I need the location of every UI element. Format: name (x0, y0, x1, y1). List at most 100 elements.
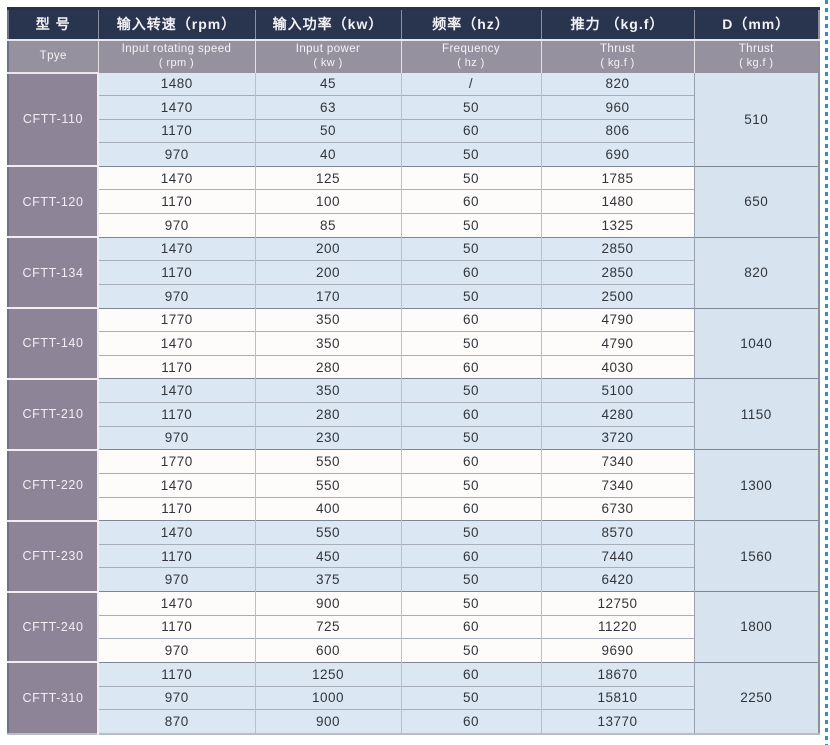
freq-cell: 50 (400, 520, 541, 545)
freq-cell: 50 (400, 165, 541, 190)
table-row: 1170 50 60 806 (8, 118, 819, 143)
rpm-cell: 970 (97, 567, 255, 592)
power-cell: 125 (254, 165, 401, 190)
thrust-cell: 960 (540, 94, 694, 119)
power-cell: 375 (254, 567, 401, 592)
thrust-cell: 4790 (540, 307, 694, 332)
power-cell: 550 (254, 449, 401, 474)
header-unit: ( kg.f ) (600, 56, 635, 69)
header-unit: ( hz ) (457, 56, 485, 69)
thrust-cell: 820 (540, 72, 694, 96)
spec-table: 型 号 输入转速（rpm） 输入功率（kw） 频率（hz） 推力 （kg.f） … (7, 7, 820, 735)
thrust-cell: 3720 (540, 425, 694, 450)
header-power-cn: 输入功率（kw） (254, 8, 401, 40)
thrust-cell: 5100 (540, 378, 694, 403)
rpm-cell: 1170 (97, 402, 255, 427)
table-row: 970 40 50 690 (8, 142, 819, 167)
header-label: Thrust (738, 43, 774, 56)
model-cell: CFTT-220 (8, 448, 99, 521)
table-row: 1170 280 60 4030 (8, 354, 819, 379)
header-speed-cn: 输入转速（rpm） (97, 8, 255, 40)
header-power-en: Input power ( kw ) (254, 38, 401, 73)
model-cell: CFTT-140 (8, 307, 99, 379)
rpm-cell: 1170 (97, 543, 255, 568)
rpm-cell: 970 (97, 283, 255, 308)
freq-cell: 60 (400, 543, 541, 568)
power-cell: 600 (254, 638, 401, 663)
table-row: 1470 350 50 4790 (8, 331, 819, 356)
table-row: 970 230 50 3720 (8, 425, 819, 450)
model-cell: CFTT-310 (8, 661, 99, 734)
thrust-cell: 2850 (540, 260, 694, 285)
table-row: 1170 450 60 7440 (8, 543, 819, 568)
freq-cell: 50 (400, 425, 541, 450)
diameter-cell: 510 (693, 72, 819, 167)
power-cell: 350 (254, 307, 401, 332)
diameter-cell: 2250 (693, 661, 819, 734)
header-label: Input power (295, 43, 361, 56)
rpm-cell: 970 (97, 638, 255, 663)
rpm-cell: 1170 (97, 496, 255, 521)
power-cell: 63 (254, 94, 401, 119)
thrust-cell: 12750 (540, 591, 694, 616)
rpm-cell: 1470 (97, 94, 255, 119)
table-row: CFTT-210 1470 350 50 5100 1150 (8, 377, 819, 450)
freq-cell: 60 (400, 449, 541, 474)
rpm-cell: 1170 (97, 614, 255, 639)
model-cell: CFTT-240 (8, 590, 99, 663)
power-cell: 170 (254, 283, 401, 308)
header-diameter-cn: D（mm） (693, 8, 819, 40)
power-cell: 280 (254, 354, 401, 379)
rpm-cell: 1170 (97, 118, 255, 143)
power-cell: 85 (254, 213, 401, 238)
freq-cell: 50 (400, 378, 541, 403)
rpm-cell: 1470 (97, 520, 255, 545)
power-cell: 725 (254, 614, 401, 639)
thrust-cell: 4790 (540, 331, 694, 356)
freq-cell: 60 (400, 496, 541, 521)
freq-cell: 50 (400, 472, 541, 497)
rpm-cell: 1770 (97, 449, 255, 474)
freq-cell: 60 (400, 189, 541, 214)
rpm-cell: 1770 (97, 307, 255, 332)
header-type-en: Tpye (8, 38, 98, 73)
power-cell: 200 (254, 260, 401, 285)
freq-cell: 60 (400, 661, 541, 686)
freq-cell: 60 (400, 260, 541, 285)
freq-cell: 50 (400, 94, 541, 119)
table-row: CFTT-240 1470 900 50 12750 1800 (8, 590, 819, 663)
header-row-chinese: 型 号 输入转速（rpm） 输入功率（kw） 频率（hz） 推力 （kg.f） … (8, 8, 819, 40)
rpm-cell: 970 (97, 142, 255, 167)
rpm-cell: 1470 (97, 331, 255, 356)
header-unit: ( kw ) (313, 56, 343, 69)
rpm-cell: 870 (97, 709, 255, 734)
freq-cell: 60 (400, 354, 541, 379)
rpm-cell: 1480 (97, 72, 255, 96)
model-cell: CFTT-120 (8, 165, 99, 238)
freq-cell: 60 (400, 614, 541, 639)
power-cell: 200 (254, 236, 401, 261)
freq-cell: 50 (400, 685, 541, 710)
table-row: 1470 63 50 960 (8, 94, 819, 119)
freq-cell: 60 (400, 307, 541, 332)
thrust-cell: 1480 (540, 189, 694, 214)
thrust-cell: 1785 (540, 165, 694, 190)
header-speed-en: Input rotating speed ( rpm ) (97, 38, 255, 73)
header-unit: ( rpm ) (158, 56, 195, 69)
header-frequency-en: Frequency ( hz ) (400, 38, 541, 73)
freq-cell: 50 (400, 142, 541, 167)
power-cell: 550 (254, 520, 401, 545)
rpm-cell: 1470 (97, 472, 255, 497)
header-type-cn: 型 号 (8, 8, 98, 40)
rpm-cell: 1170 (97, 661, 255, 686)
thrust-cell: 7340 (540, 472, 694, 497)
table-row: 1170 100 60 1480 (8, 189, 819, 214)
header-thrust-cn: 推力 （kg.f） (540, 8, 694, 40)
header-frequency-cn: 频率（hz） (400, 8, 541, 40)
header-label: Frequency (442, 43, 500, 56)
diameter-cell: 1800 (693, 591, 819, 663)
rpm-cell: 1470 (97, 236, 255, 261)
thrust-cell: 806 (540, 118, 694, 143)
thrust-cell: 6730 (540, 496, 694, 521)
power-cell: 100 (254, 189, 401, 214)
